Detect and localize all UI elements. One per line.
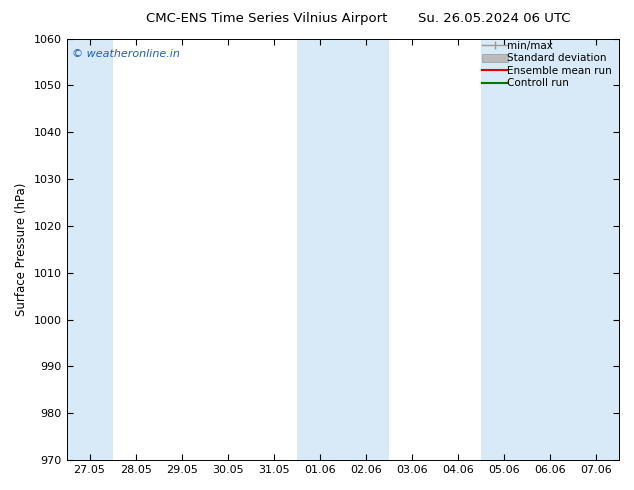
Bar <box>481 39 573 460</box>
Bar <box>297 39 389 460</box>
Text: Su. 26.05.2024 06 UTC: Su. 26.05.2024 06 UTC <box>418 12 571 25</box>
Text: CMC-ENS Time Series Vilnius Airport: CMC-ENS Time Series Vilnius Airport <box>146 12 387 25</box>
Y-axis label: Surface Pressure (hPa): Surface Pressure (hPa) <box>15 183 28 316</box>
Bar <box>573 39 619 460</box>
Bar <box>67 39 113 460</box>
Text: © weatheronline.in: © weatheronline.in <box>72 49 180 59</box>
Legend: min/max, Standard deviation, Ensemble mean run, Controll run: min/max, Standard deviation, Ensemble me… <box>482 41 617 89</box>
